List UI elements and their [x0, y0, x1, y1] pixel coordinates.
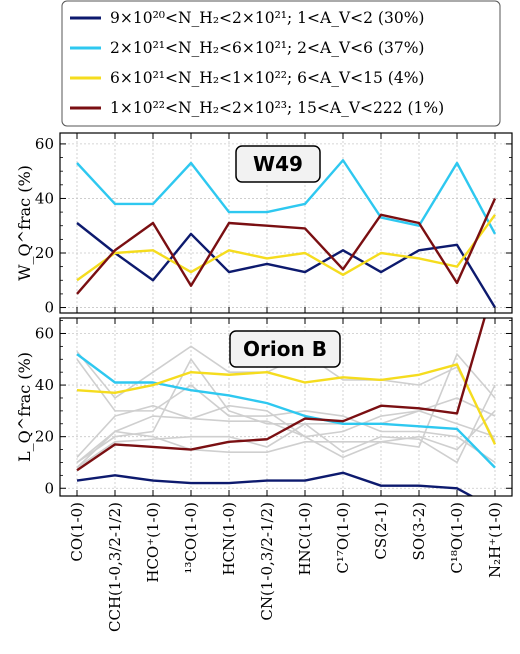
- panel-w49-series-line-2: [76, 214, 496, 282]
- x-category-label: HCN(1-0): [220, 502, 238, 576]
- panel-orion-b-frame: [59, 317, 513, 497]
- panel-orion-b-background-series-line: [76, 384, 496, 469]
- panel-w49-title: W49: [253, 152, 303, 176]
- panel-orion-b-ytick-label: 0: [44, 479, 54, 497]
- panel-orion-b-title-box: [229, 330, 341, 368]
- panel-orion-b-background-series-line: [76, 357, 496, 464]
- x-category-label: C¹⁸O(1-0): [448, 502, 466, 574]
- x-category-label: CO(1-0): [68, 502, 86, 562]
- x-category-label: ¹³CO(1-0): [182, 502, 200, 574]
- panel-orion-b-series-line-1: [76, 353, 496, 469]
- panel-orion-b-ylabel: L_Q^frac (%): [15, 352, 34, 462]
- panel-w49-series-line-1: [76, 159, 497, 235]
- legend-label-0: 9×10²⁰<N_H₂<2×10²¹; 1<A_V<2 (30%): [110, 9, 424, 27]
- x-category-labels: CO(1-0) CCH(1-0,3/2-1/2) HCO⁺(1-0) ¹³CO(1-0…: [68, 502, 504, 632]
- panel-w49-ytick-label: 60: [35, 135, 54, 153]
- legend: 9×10²⁰<N_H₂<2×10²¹; 1<A_V<2 (30%) 2×10²¹…: [61, 0, 501, 127]
- panel-orion-b-ytick-label: 20: [35, 428, 54, 446]
- panel-w49-ylabel: W_Q^frac (%): [15, 165, 34, 281]
- panel-orion-b-title: Orion B: [243, 337, 327, 361]
- panel-orion-b-lines: [76, 318, 497, 496]
- x-category-label: CS(2-1): [372, 502, 390, 560]
- panel-w49-yticks: 0 20 40 60: [35, 135, 512, 317]
- panel-orion-b-ytick-label: 60: [35, 324, 54, 342]
- panel-w49-ytick-label: 20: [35, 244, 54, 262]
- panel-orion-b-series-line-2: [76, 363, 497, 445]
- panel-orion-b-yticks: 0 20 40 60: [35, 320, 512, 497]
- legend-label-3: 1×10²²<N_H₂<2×10²³; 15<A_V<222 (1%): [110, 99, 444, 117]
- panel-w49-series-line-3: [76, 197, 497, 295]
- panel-w49-ytick-label: 40: [35, 189, 54, 207]
- panel-orion-b-ytick-label: 40: [35, 376, 54, 394]
- panel-orion-b-grid: [60, 318, 512, 496]
- x-category-label: SO(3-2): [410, 502, 428, 560]
- x-category-label: N₂H⁺(1-0): [486, 502, 504, 578]
- panel-w49-series-line-0: [76, 222, 497, 309]
- panel-w49-frame: [59, 132, 513, 314]
- legend-label-1: 2×10²¹<N_H₂<6×10²¹; 2<A_V<6 (37%): [110, 39, 424, 57]
- panel-w49-ytick-label: 0: [44, 299, 54, 317]
- panel-w49-lines: [76, 159, 497, 309]
- x-category-label: CN(1-0,3/2-1/2): [258, 502, 276, 621]
- panel-orion-b: 0 20 40 60 Orion B L_Q^frac (%): [15, 317, 513, 497]
- legend-frame: [61, 0, 501, 127]
- panel-w49: 0 20 40 60 W49 W_Q^frac (%): [15, 132, 513, 317]
- legend-label-2: 6×10²¹<N_H₂<1×10²²; 6<A_V<15 (4%): [110, 69, 424, 87]
- x-category-label: HCO⁺(1-0): [144, 502, 162, 583]
- panel-orion-b-background-series-line: [76, 352, 496, 469]
- panel-orion-b-xticks: [76, 318, 496, 496]
- panel-w49-title-box: [235, 145, 321, 183]
- panel-orion-b-series-line-3: [76, 318, 486, 472]
- panel-w49-xticks: [76, 133, 496, 313]
- x-category-label: CCH(1-0,3/2-1/2): [106, 502, 124, 632]
- panel-orion-b-series-line-0: [76, 471, 474, 496]
- x-category-label: C¹⁷O(1-0): [334, 502, 352, 574]
- x-category-label: HNC(1-0): [296, 502, 314, 576]
